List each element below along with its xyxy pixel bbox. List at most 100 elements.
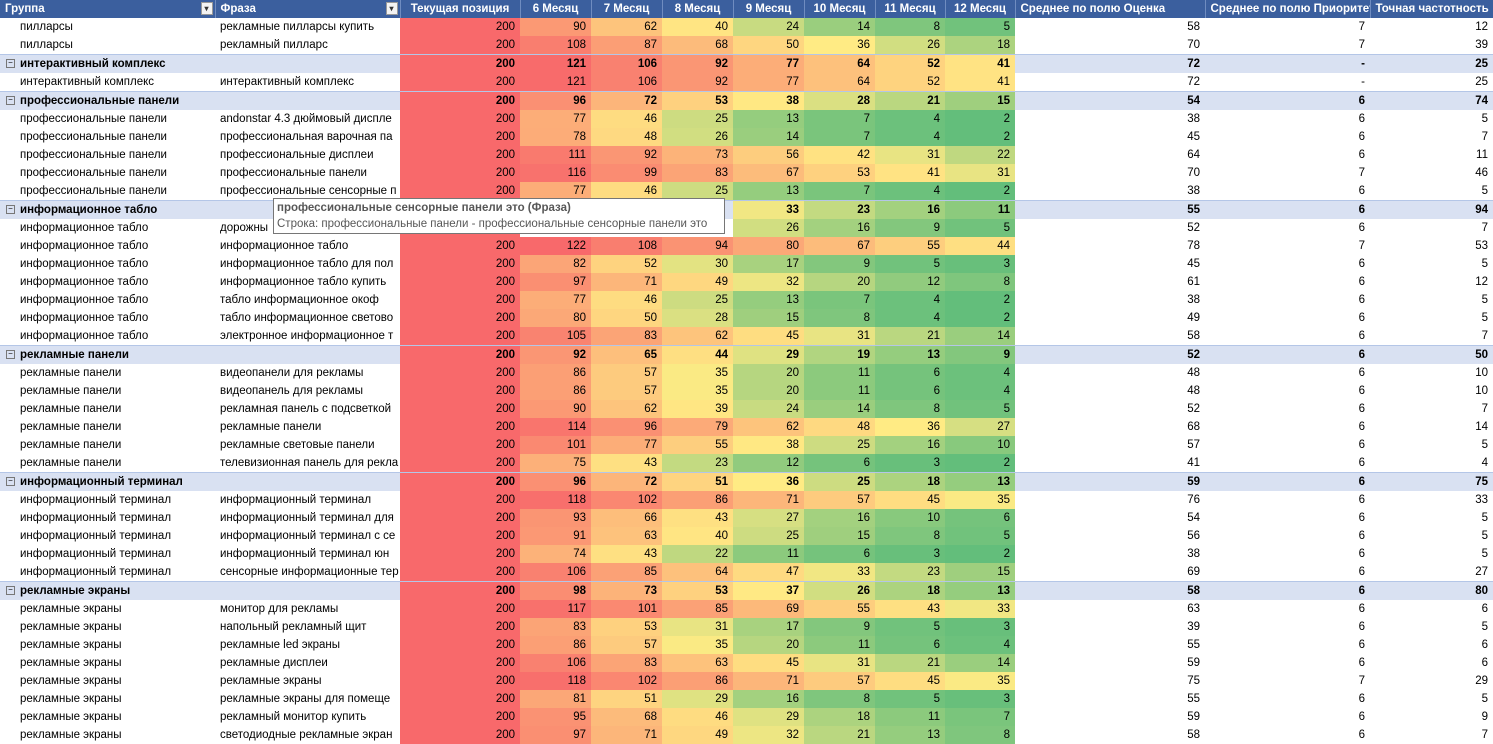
group-cell: рекламные панели	[0, 436, 215, 454]
data-row: рекламные панели видеопанель для рекламы 2…	[0, 382, 1493, 400]
month-cell: 91	[520, 527, 591, 545]
month-cell: 83	[520, 618, 591, 636]
phrase-cell: табло информационное светово	[220, 312, 394, 324]
month-cell: 44	[945, 237, 1015, 255]
frequency-cell: 27	[1475, 566, 1488, 578]
data-row: информационное табло табло информационное…	[0, 291, 1493, 309]
phrase-cell: рекламные пилларсы купить	[220, 21, 375, 33]
phrase-cell: телевизионная панель для рекла	[220, 457, 399, 469]
group-cell[interactable]: − информационный терминал	[0, 472, 215, 491]
frequency-cell: 12	[1475, 21, 1488, 33]
priority-cell: 6	[1358, 258, 1365, 270]
data-row: рекламные панели рекламные панели 200 114 96…	[0, 418, 1493, 436]
priority-cell: 6	[1358, 639, 1365, 651]
data-row: профессиональные панели профессиональные …	[0, 146, 1493, 164]
month-cell: 22	[945, 146, 1015, 164]
frequency-cell: 7	[1481, 403, 1488, 415]
score-cell: 38	[1187, 294, 1200, 306]
month-cell: 2	[945, 545, 1015, 563]
position-cell: 200	[400, 382, 520, 400]
column-header: 6 Месяц	[520, 0, 592, 18]
month-cell: 6	[804, 545, 875, 563]
month-cell: 37	[733, 581, 804, 600]
month-cell: 13	[733, 291, 804, 309]
month-cell: 2	[945, 110, 1015, 128]
score-cell: 48	[1187, 385, 1200, 397]
collapse-button[interactable]: −	[6, 96, 15, 106]
month-cell: 50	[591, 309, 662, 327]
month-cell: 11	[733, 545, 804, 563]
month-cell: 96	[591, 418, 662, 436]
month-cell: 122	[520, 237, 591, 255]
filter-button[interactable]: ▾	[200, 2, 213, 15]
frequency-cell: 4	[1481, 457, 1488, 469]
group-cell[interactable]: − профессиональные панели	[0, 91, 215, 110]
group-cell: профессиональные панели	[0, 128, 215, 146]
month-cell: 57	[591, 364, 662, 382]
month-cell: 77	[591, 436, 662, 454]
month-cell: 5	[875, 618, 945, 636]
collapse-button[interactable]: −	[6, 350, 15, 360]
group-text: профессиональные панели	[20, 185, 167, 197]
month-cell: 27	[733, 509, 804, 527]
frequency-cell: 14	[1475, 421, 1488, 433]
frequency-cell: 5	[1481, 621, 1488, 633]
column-header[interactable]: Группа ▾	[0, 0, 216, 18]
month-cell: 26	[733, 219, 804, 237]
month-cell: 25	[662, 182, 733, 201]
month-cell: 16	[875, 436, 945, 454]
data-row: информационный терминал информационный те…	[0, 491, 1493, 509]
month-cell: 73	[662, 146, 733, 164]
month-cell: 71	[733, 672, 804, 690]
month-cell: 52	[875, 73, 945, 92]
data-row: рекламные панели рекламная панель с подсв…	[0, 400, 1493, 418]
month-cell: 6	[945, 509, 1015, 527]
group-cell[interactable]: − рекламные панели	[0, 345, 215, 364]
month-cell: 35	[662, 364, 733, 382]
data-row: рекламные панели рекламные световые панел…	[0, 436, 1493, 454]
data-row: рекламные экраны рекламные экраны 200 118 10…	[0, 672, 1493, 690]
column-header: Точная частотность	[1370, 0, 1493, 18]
column-header[interactable]: Фраза ▾	[215, 0, 401, 18]
collapse-button[interactable]: −	[6, 477, 15, 487]
month-cell: 64	[804, 73, 875, 92]
month-cell: 56	[733, 146, 804, 164]
group-cell[interactable]: − информационное табло	[0, 200, 215, 219]
group-text: информационный терминал	[20, 512, 172, 524]
month-cell: 2	[945, 182, 1015, 201]
phrase-cell: информационный терминал для	[220, 512, 394, 524]
month-cell: 55	[662, 436, 733, 454]
month-cell: 52	[591, 255, 662, 273]
score-cell: 57	[1187, 439, 1200, 451]
phrase-cell: рекламный монитор купить	[220, 711, 367, 723]
score-cell: 54	[1015, 91, 1205, 110]
group-cell[interactable]: − рекламные экраны	[0, 581, 215, 600]
month-cell: 7	[804, 110, 875, 128]
month-cell: 53	[804, 164, 875, 182]
month-cell: 85	[662, 600, 733, 618]
month-cell: 90	[520, 18, 591, 36]
frequency-cell: 7	[1481, 330, 1488, 342]
collapse-button[interactable]: −	[6, 586, 15, 596]
group-cell[interactable]: − интерактивный комплекс	[0, 54, 215, 73]
priority-cell: 6	[1358, 512, 1365, 524]
frequency-cell: 5	[1481, 693, 1488, 705]
month-cell: 69	[733, 600, 804, 618]
collapse-button[interactable]: −	[6, 205, 15, 215]
month-cell: 16	[733, 690, 804, 708]
filter-button[interactable]: ▾	[385, 2, 398, 15]
frequency-cell: 7	[1481, 222, 1488, 234]
month-cell: 20	[804, 273, 875, 291]
month-cell: 14	[945, 654, 1015, 672]
phrase-cell: видеопанель для рекламы	[220, 385, 363, 397]
score-cell: 76	[1187, 494, 1200, 506]
group-text: рекламные панели	[20, 349, 129, 361]
collapse-button[interactable]: −	[6, 59, 15, 69]
group-text: интерактивный комплекс	[20, 58, 166, 70]
score-cell: 59	[1015, 472, 1205, 491]
position-cell: 200	[400, 128, 520, 146]
month-cell: 13	[733, 182, 804, 201]
group-text: профессиональные панели	[20, 113, 167, 125]
month-cell: 31	[804, 654, 875, 672]
month-cell: 25	[662, 291, 733, 309]
